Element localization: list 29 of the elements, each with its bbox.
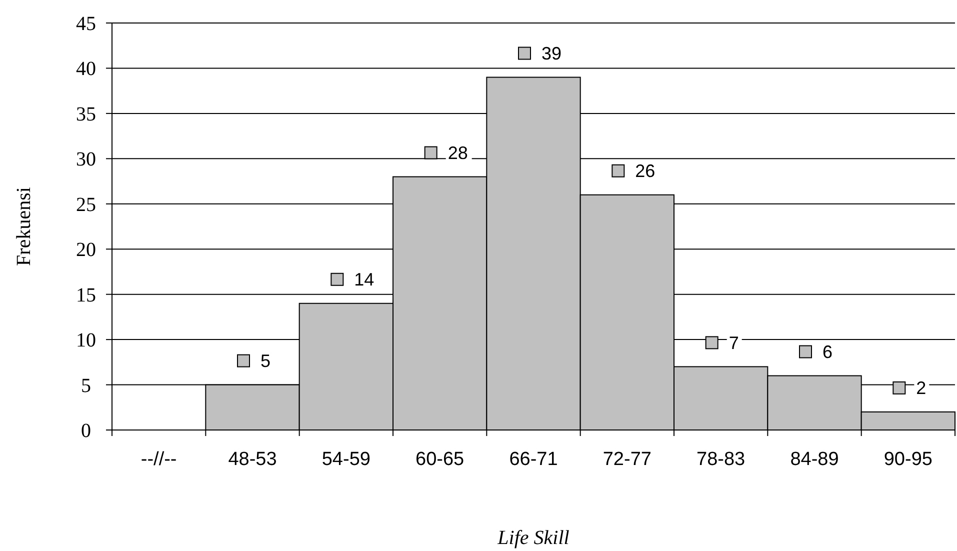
data-label: 6 bbox=[822, 342, 833, 362]
y-tick-label: 20 bbox=[76, 239, 96, 262]
y-tick-label: 10 bbox=[76, 330, 96, 352]
data-label: 14 bbox=[354, 270, 374, 290]
x-tick-label: 60-65 bbox=[416, 449, 464, 470]
x-tick-label: 48-53 bbox=[228, 449, 277, 470]
y-tick-label: 40 bbox=[76, 58, 96, 80]
x-tick-label: 54-59 bbox=[322, 449, 370, 470]
y-axis-title: Frekuensi bbox=[13, 186, 35, 266]
y-tick-label: 0 bbox=[81, 420, 91, 442]
data-label: 28 bbox=[448, 143, 468, 164]
y-tick-label: 30 bbox=[76, 148, 96, 171]
data-label: 26 bbox=[635, 161, 656, 182]
x-tick-label: --//-- bbox=[140, 449, 177, 470]
x-tick-label: 78-83 bbox=[696, 449, 746, 470]
x-tick-label: 90-95 bbox=[884, 449, 932, 470]
y-tick-label: 45 bbox=[76, 13, 96, 35]
y-tick-label: 25 bbox=[76, 194, 96, 216]
x-tick-label: 66-71 bbox=[509, 449, 558, 470]
data-label: 5 bbox=[260, 351, 271, 372]
x-axis-title: Life Skill bbox=[496, 527, 570, 549]
x-tick-label: 72-77 bbox=[602, 449, 652, 470]
data-label: 7 bbox=[728, 332, 739, 353]
x-tick-label: 84-89 bbox=[790, 449, 839, 470]
data-label: 39 bbox=[542, 44, 562, 64]
y-tick-label: 5 bbox=[81, 374, 91, 397]
y-tick-label: 35 bbox=[76, 103, 96, 126]
y-tick-label: 15 bbox=[76, 284, 96, 306]
data-label: 2 bbox=[916, 378, 926, 398]
